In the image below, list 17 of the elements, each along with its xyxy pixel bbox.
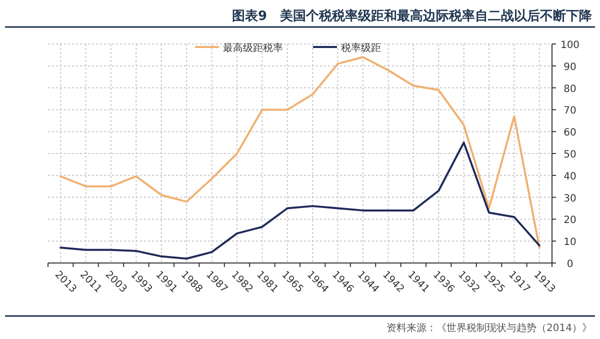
y-tick-label: 0 [566, 259, 574, 270]
y-tick-label: 60 [564, 128, 576, 139]
y-tick-label: 30 [564, 193, 576, 204]
legend-label: 税率级距 [341, 42, 381, 54]
y-tick-label: 90 [564, 62, 576, 73]
y-tick-label: 20 [564, 215, 576, 226]
line-series [60, 56, 540, 249]
y-tick-label: 40 [564, 171, 576, 182]
y-tick-label: 50 [564, 150, 576, 160]
y-tick-label: 80 [564, 84, 576, 95]
y-tick-label: 100 [560, 40, 580, 51]
y-tick-label: 10 [564, 237, 576, 248]
chart-title: 图表9 美国个税税率级距和最高边际税率自二战以后不断下降 [232, 8, 593, 24]
line-series [60, 142, 540, 260]
legend-label: 最高级距税率 [223, 42, 283, 54]
text: 资料来源：《世界税制现状与趋势（2014）》 [386, 322, 592, 334]
y-tick-label: 70 [564, 106, 576, 117]
